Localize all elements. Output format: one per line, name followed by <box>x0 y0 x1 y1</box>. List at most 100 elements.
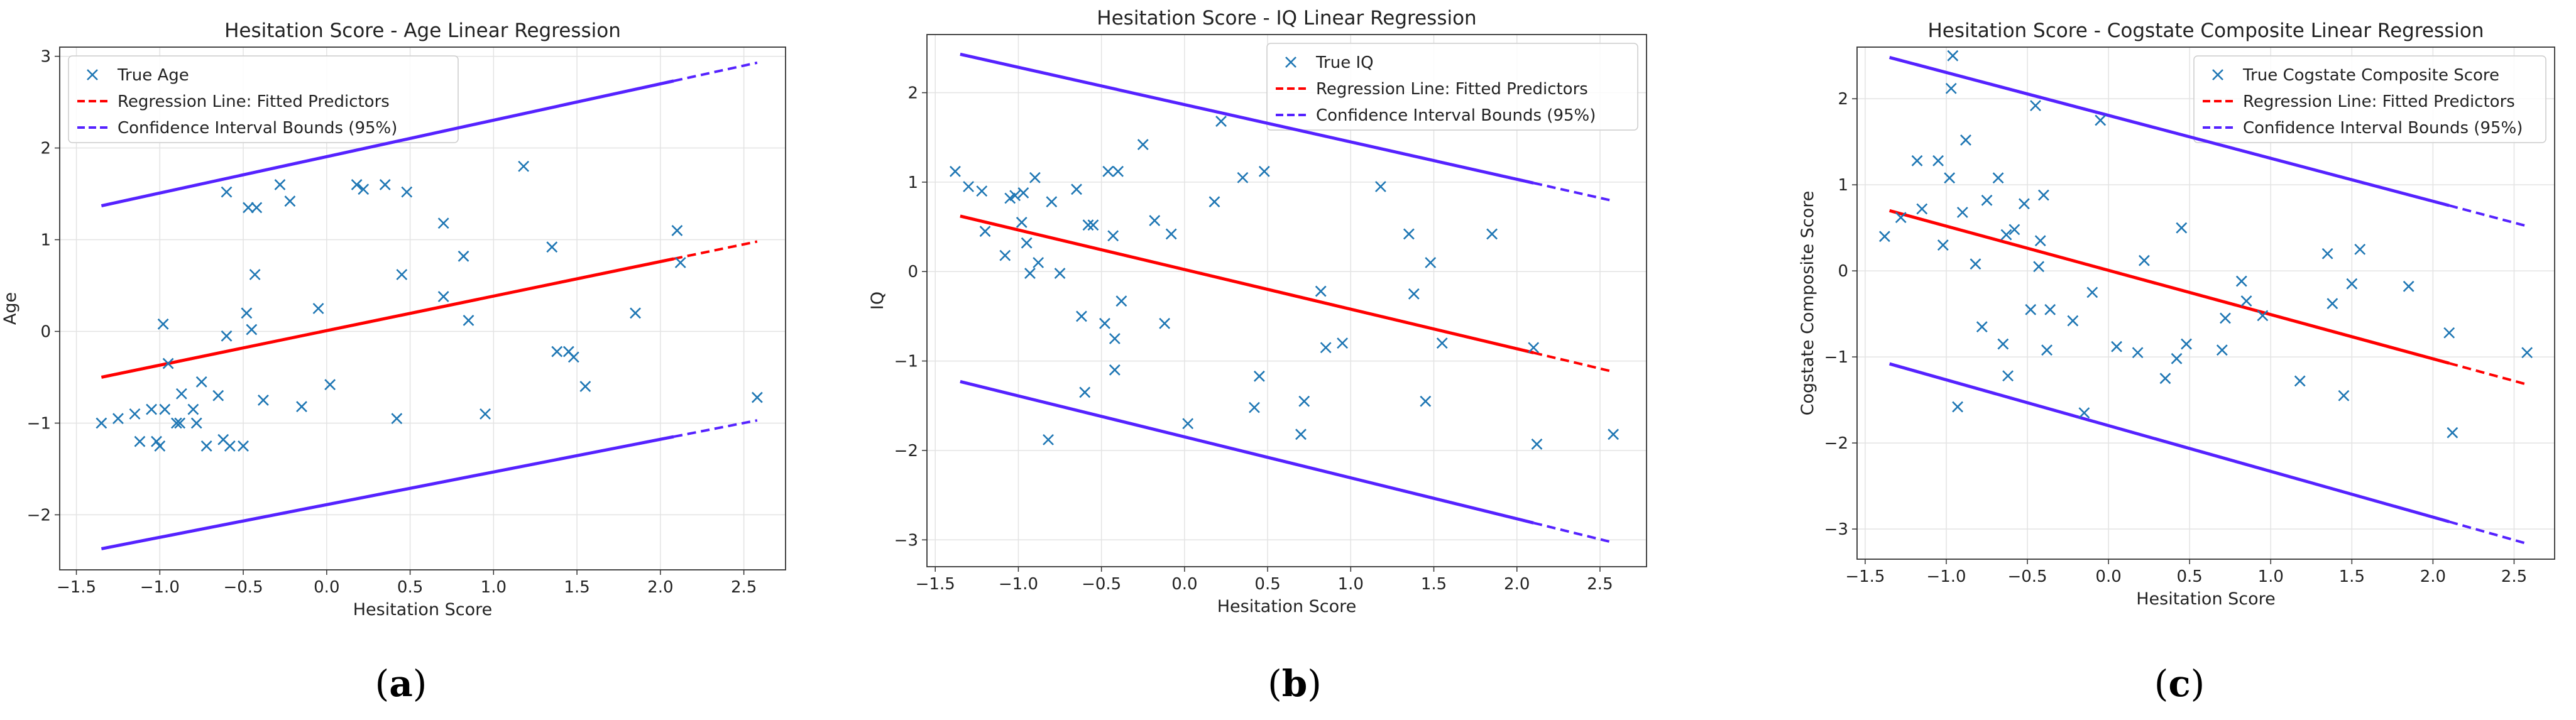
y-tick-label: −1 <box>894 352 918 371</box>
x-tick-label: 1.0 <box>1338 575 1364 594</box>
data-point <box>274 179 286 190</box>
data-point <box>1071 183 1082 195</box>
data-point <box>391 413 403 425</box>
data-point <box>751 391 763 403</box>
data-point <box>1436 337 1448 349</box>
plot-frame <box>59 46 786 570</box>
data-point <box>1337 337 1349 349</box>
legend-box <box>2193 55 2546 143</box>
data-point <box>284 195 296 207</box>
x-tick-label: 1.0 <box>2258 567 2284 586</box>
plot-frame <box>1856 46 2555 560</box>
data-point <box>151 435 162 447</box>
x-tick-label: 1.5 <box>1421 575 1447 594</box>
ci-upper-line-dashed <box>673 61 758 82</box>
data-point <box>312 303 324 314</box>
data-point <box>2018 198 2030 210</box>
data-point <box>2030 100 2041 112</box>
data-point <box>1054 268 1066 280</box>
data-point <box>258 395 269 406</box>
legend-entry-ci: Confidence Interval Bounds (95%) <box>118 119 397 138</box>
data-point <box>1046 196 1058 208</box>
data-point <box>1024 268 1036 280</box>
data-point <box>190 417 202 429</box>
y-tick-label: −1 <box>1824 348 1848 367</box>
data-point <box>1945 82 1957 94</box>
x-tick-label: 0.0 <box>2095 567 2121 586</box>
data-point <box>296 401 307 413</box>
y-tick-label: 0 <box>40 322 51 341</box>
x-tick-label: 0.0 <box>314 578 339 597</box>
data-point <box>2521 347 2533 359</box>
data-point <box>458 250 469 262</box>
data-point <box>2447 427 2458 439</box>
y-axis-label: Cogstate Composite Score <box>1798 191 1817 416</box>
x-tick-label: −1.5 <box>57 578 96 597</box>
x-tick-label: 1.0 <box>481 578 507 597</box>
data-point <box>1997 338 2009 350</box>
regression-line-solid <box>960 214 1534 354</box>
data-point <box>2181 338 2192 350</box>
legend-marker-points <box>1285 57 1296 68</box>
y-tick-label: 0 <box>1838 262 1848 281</box>
data-point <box>2095 114 2107 126</box>
data-point <box>2403 280 2414 292</box>
legend-box <box>1266 43 1638 131</box>
data-point <box>2171 352 2183 364</box>
data-point <box>1944 172 1956 184</box>
data-point <box>1976 321 1988 333</box>
y-tick-label: 2 <box>40 139 51 158</box>
data-point <box>950 165 961 177</box>
x-tick-label: −1.0 <box>1926 567 1966 586</box>
x-tick-label: 2.0 <box>1504 575 1530 594</box>
data-point <box>1937 239 1949 251</box>
x-axis-label: Hesitation Score <box>353 600 493 619</box>
data-point <box>1009 190 1021 202</box>
panel-label: (a) <box>375 662 427 705</box>
ci-lower-line-dashed <box>2448 520 2528 545</box>
data-point <box>224 440 236 452</box>
data-point <box>243 202 254 214</box>
x-tick-label: −1.5 <box>1845 567 1885 586</box>
data-point <box>1165 228 1177 240</box>
chart-iq: Hesitation Score - IQ Linear Regression … <box>868 7 1647 705</box>
chart-age: Hesitation Score - Age Linear Regression… <box>1 19 786 705</box>
data-point <box>976 185 988 197</box>
data-point <box>2034 235 2046 247</box>
data-point <box>200 440 212 452</box>
data-point <box>175 388 187 400</box>
legend-entry-points: True Cogstate Composite Score <box>2242 66 2499 85</box>
data-point <box>157 318 169 330</box>
data-point <box>1102 165 1114 177</box>
x-tick-label: −0.5 <box>223 578 263 597</box>
data-point <box>2321 248 2333 259</box>
data-point <box>1970 258 1981 270</box>
y-tick-label: −2 <box>1824 434 1848 453</box>
data-point <box>1107 230 1119 242</box>
data-point <box>2132 347 2144 359</box>
ci-upper-line-dashed <box>1533 182 1614 202</box>
data-point <box>358 183 370 195</box>
data-point <box>1420 395 1432 407</box>
y-tick-label: 0 <box>907 263 918 281</box>
legend-entry-regression: Regression Line: Fitted Predictors <box>2243 92 2515 111</box>
data-point <box>2220 312 2231 324</box>
data-point <box>221 186 233 198</box>
data-point <box>2443 327 2455 339</box>
data-point <box>1159 317 1171 329</box>
data-point <box>2044 303 2056 315</box>
x-tick-label: 0.5 <box>397 578 423 597</box>
ci-upper-line-solid <box>1888 56 2450 207</box>
data-point <box>551 346 563 357</box>
y-tick-label: −1 <box>27 414 51 433</box>
data-point <box>174 417 186 429</box>
x-tick-label: 1.5 <box>564 578 589 597</box>
data-point <box>1932 155 1944 166</box>
y-tick-label: 3 <box>40 48 51 67</box>
x-tick-label: 2.0 <box>647 578 673 597</box>
data-point <box>1374 181 1386 192</box>
data-point <box>1528 342 1540 354</box>
data-point <box>567 351 579 363</box>
x-axis-label: Hesitation Score <box>1217 597 1357 616</box>
legend-entry-regression: Regression Line: Fitted Predictors <box>118 92 390 111</box>
